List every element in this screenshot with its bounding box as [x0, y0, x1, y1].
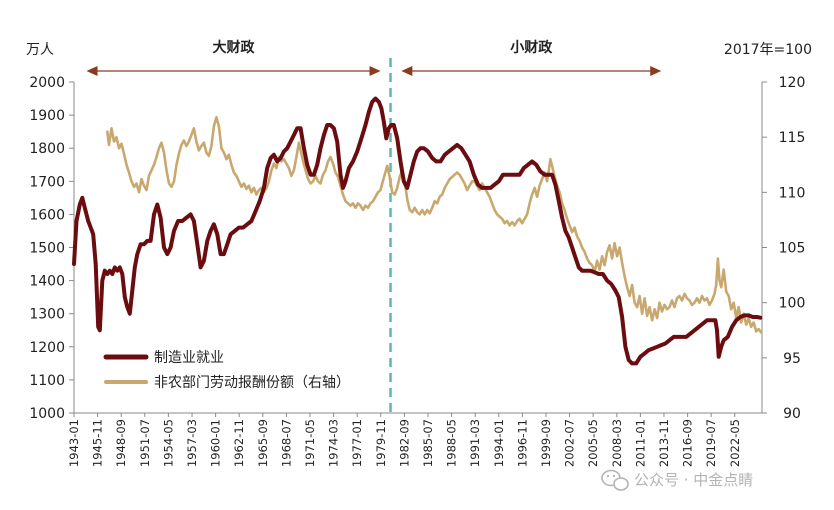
period-annotations: 大财政 小财政	[86, 39, 662, 76]
x-tick-label: 1951-07	[138, 419, 152, 467]
left-tick-label: 1200	[29, 340, 65, 356]
x-tick-label: 2011-01	[633, 419, 647, 467]
x-tick-label: 1960-01	[209, 419, 223, 467]
period-arrow-head-right	[369, 66, 381, 76]
right-tick-label: 110	[779, 185, 806, 201]
x-tick-label: 1982-09	[397, 419, 411, 467]
legend: 制造业就业 非农部门劳动报酬份额（右轴）	[103, 350, 350, 391]
x-tick-label: 1957-03	[185, 419, 199, 467]
left-tick-label: 1600	[29, 207, 65, 223]
left-axis-unit: 万人	[26, 42, 54, 58]
left-tick-label: 1100	[29, 373, 65, 389]
legend-label-manufacturing: 制造业就业	[154, 350, 224, 366]
right-tick-label: 105	[779, 241, 806, 257]
x-tick-label: 1991-03	[468, 419, 482, 467]
right-tick-label: 95	[783, 351, 801, 367]
x-tick-label: 1994-01	[492, 419, 506, 467]
x-tick-label: 1945-11	[91, 419, 105, 467]
left-tick-label: 1700	[29, 174, 65, 190]
right-axis-unit: 2017年=100	[724, 42, 812, 58]
left-tick-label: 1800	[29, 141, 65, 157]
x-tick-label: 1962-11	[232, 419, 246, 467]
x-tick-label: 1988-05	[445, 419, 459, 467]
left-tick-label: 1400	[29, 274, 65, 290]
x-tick-label: 2022-05	[728, 419, 742, 467]
x-tick-label: 1977-01	[350, 419, 364, 467]
series-lines	[72, 96, 763, 366]
x-tick-label: 1965-09	[256, 419, 270, 467]
x-tick-label: 1999-09	[539, 419, 553, 467]
left-tick-label: 1500	[29, 241, 65, 257]
right-tick-label: 100	[779, 296, 806, 312]
x-tick-label: 2019-07	[704, 419, 718, 467]
right-tick-label: 120	[779, 75, 806, 91]
watermark: 公众号 · 中金点睛	[601, 469, 753, 491]
x-tick-label: 1996-11	[515, 419, 529, 467]
x-tick-label: 1948-09	[114, 419, 128, 467]
legend-label-labor-share: 非农部门劳动报酬份额（右轴）	[154, 375, 350, 391]
period-arrow-head-right	[650, 66, 662, 76]
left-tick-label: 1300	[29, 307, 65, 323]
right-tick-label: 90	[783, 406, 801, 422]
period-arrow-head-left	[86, 66, 98, 76]
period-label: 大财政	[213, 39, 256, 56]
x-tick-label: 1985-07	[421, 419, 435, 467]
right-tick-label: 115	[779, 130, 806, 146]
period-arrow-head-left	[401, 66, 413, 76]
series-line-labor-share	[106, 116, 763, 334]
x-tick-label: 2008-03	[610, 419, 624, 467]
x-tick-label: 2016-09	[681, 419, 695, 467]
x-tick-label: 1971-05	[303, 419, 317, 467]
period-label: 小财政	[510, 39, 553, 56]
left-tick-label: 1900	[29, 108, 65, 124]
x-tick-label: 2005-05	[586, 419, 600, 467]
x-tick-label: 1954-05	[161, 419, 175, 467]
watermark-text: 公众号 · 中金点睛	[634, 471, 753, 489]
x-tick-label: 1968-07	[279, 419, 293, 467]
x-tick-label: 1979-11	[374, 419, 388, 467]
left-tick-label: 1000	[29, 406, 65, 422]
x-tick-label: 1974-03	[327, 419, 341, 467]
series-line-manufacturing	[72, 96, 763, 366]
left-tick-label: 2000	[29, 75, 65, 91]
axes: 1000 1100 1200 1300 1400 1500 1600 1700 1800 1900…	[29, 75, 805, 467]
x-tick-label: 2013-11	[657, 419, 671, 467]
x-tick-label: 1943-01	[67, 419, 81, 467]
x-tick-label: 2002-07	[563, 419, 577, 467]
wechat-icon	[601, 469, 629, 491]
